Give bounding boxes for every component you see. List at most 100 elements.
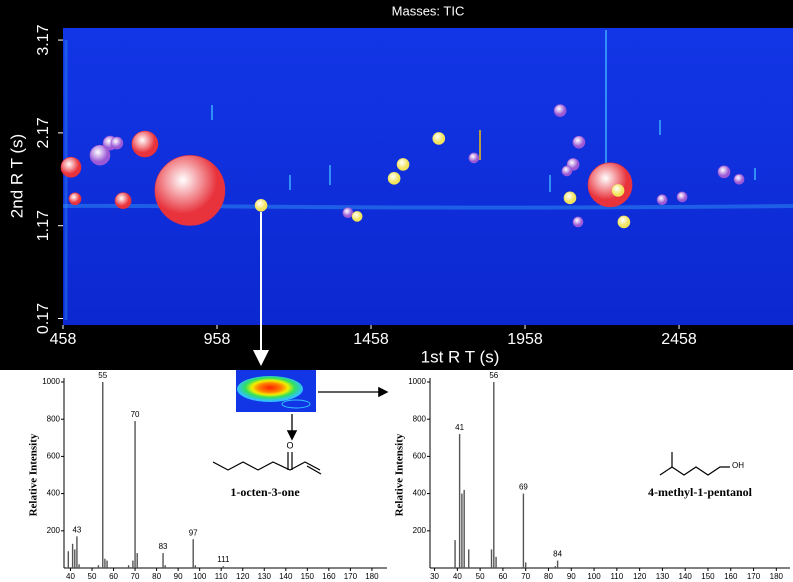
peak-label: 83 — [159, 542, 168, 551]
bubble — [342, 207, 354, 218]
bubble — [617, 215, 631, 229]
bubble — [396, 158, 410, 171]
x-tick-label: 100 — [193, 572, 207, 581]
peak-label: 97 — [189, 528, 198, 537]
bubble — [611, 184, 625, 197]
bubble — [587, 162, 633, 208]
x-tick-label: 60 — [498, 572, 507, 581]
x-tick-label: 120 — [236, 572, 250, 581]
x-tick-label: 110 — [610, 572, 623, 581]
x-tick-label: 110 — [215, 572, 228, 581]
x-tick-label: 180 — [770, 572, 784, 581]
y-tick-label: 1.17 — [35, 210, 52, 241]
x-tick-label: 40 — [66, 572, 75, 581]
y-tick-label: 1000 — [408, 377, 426, 386]
y-tick-label: 3.17 — [35, 24, 52, 55]
peak — [164, 565, 166, 568]
peak-label: 41 — [455, 423, 464, 432]
bubble — [572, 216, 584, 228]
bubble — [110, 136, 124, 150]
peak — [192, 539, 194, 568]
peak — [463, 489, 465, 568]
bubble — [60, 156, 82, 178]
peak — [136, 553, 138, 568]
peak-label: 84 — [553, 550, 562, 559]
x-tick-label: 80 — [544, 572, 553, 581]
y-tick-label: 2.17 — [35, 117, 52, 148]
x-tick-label: 90 — [174, 572, 183, 581]
x-tick-label: 130 — [258, 572, 272, 581]
compound-name: 1-octen-3-one — [230, 485, 300, 499]
peak — [495, 556, 497, 568]
x-tick-label: 90 — [567, 572, 576, 581]
x-tick-label: 70 — [521, 572, 530, 581]
x-tick-label: 160 — [322, 572, 336, 581]
atom-label: OH — [732, 461, 744, 470]
bubble — [432, 132, 446, 145]
y-tick-label: 400 — [47, 489, 61, 498]
y-axis-label: Relative Intensity — [28, 433, 40, 516]
y-tick-label: 200 — [413, 526, 427, 535]
bubble — [351, 211, 363, 222]
x-tick-label: 70 — [131, 572, 140, 581]
peak — [106, 560, 108, 568]
x-tick-label: 80 — [152, 572, 161, 581]
peak — [454, 540, 456, 568]
x-tick-label: 40 — [453, 572, 462, 581]
peak — [134, 421, 136, 568]
peak — [194, 565, 197, 568]
bubble — [131, 130, 159, 158]
bubble — [254, 198, 268, 212]
compound-name: 4-methyl-1-pentanol — [648, 485, 753, 499]
x-axis-label: 1st R T (s) — [421, 347, 500, 366]
y-tick-label: 800 — [47, 414, 61, 423]
y-tick-label: 1000 — [42, 377, 60, 386]
peak — [132, 560, 134, 568]
peak — [524, 562, 527, 568]
bubble — [676, 191, 688, 203]
x-tick-label: 958 — [204, 331, 231, 348]
bubble — [572, 135, 586, 149]
peak — [493, 382, 495, 568]
x-tick-label: 160 — [724, 572, 738, 581]
x-tick-label: 140 — [279, 572, 293, 581]
bubble — [468, 152, 480, 164]
y-tick-label: 0.17 — [35, 303, 52, 334]
y-tick-label: 400 — [413, 489, 427, 498]
peak — [97, 565, 100, 568]
x-tick-label: 130 — [656, 572, 670, 581]
x-tick-label: 170 — [747, 572, 761, 581]
y-axis-label: Relative Intensity — [394, 433, 406, 516]
bubble — [68, 192, 82, 206]
peak-label: 69 — [519, 483, 528, 492]
bubble — [733, 173, 745, 185]
peak-label: 111 — [217, 555, 230, 564]
peak — [522, 493, 525, 568]
peak — [222, 566, 225, 568]
peak — [458, 434, 461, 568]
x-tick-label: 50 — [476, 572, 485, 581]
peak — [74, 549, 76, 568]
x-tick-label: 30 — [430, 572, 439, 581]
x-tick-label: 458 — [50, 331, 77, 348]
y-tick-label: 600 — [47, 452, 61, 461]
peak-label: 70 — [131, 410, 140, 419]
x-tick-label: 140 — [679, 572, 693, 581]
peak — [556, 560, 559, 568]
x-tick-label: 170 — [344, 572, 358, 581]
peak — [76, 536, 78, 568]
peak — [468, 549, 470, 568]
x-tick-label: 150 — [301, 572, 315, 581]
x-tick-label: 150 — [701, 572, 715, 581]
bubble — [89, 144, 111, 166]
peak — [104, 558, 106, 568]
x-tick-label: 1958 — [507, 331, 543, 348]
peak — [71, 543, 74, 568]
bubble — [717, 165, 731, 179]
peak-label: 43 — [72, 525, 81, 534]
inset-peak — [237, 376, 303, 402]
peak-label: 56 — [489, 371, 498, 380]
structure — [306, 465, 322, 475]
x-tick-label: 2458 — [661, 331, 697, 348]
